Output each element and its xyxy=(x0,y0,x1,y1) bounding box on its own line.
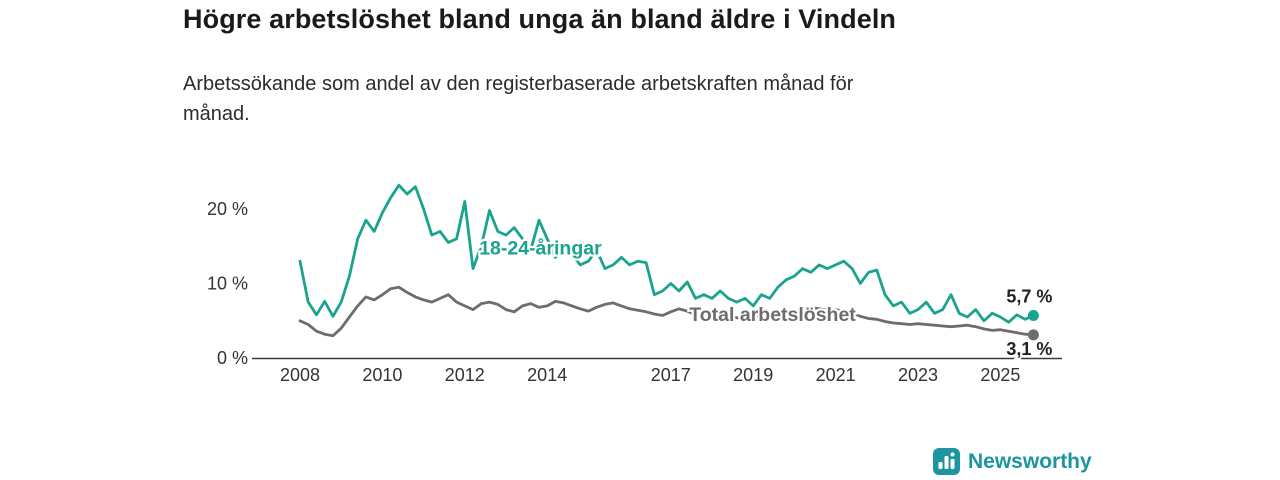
x-tick-label: 2008 xyxy=(280,365,320,385)
x-tick-label: 2021 xyxy=(816,365,856,385)
series-end-value-label: 3,1 % xyxy=(1006,339,1052,359)
newsworthy-logo: Newsworthy xyxy=(933,448,1092,475)
series-end-dot xyxy=(1027,310,1039,321)
x-tick-label: 2023 xyxy=(898,365,938,385)
chart-title: Högre arbetslöshet bland unga än bland ä… xyxy=(183,4,897,34)
series-end-value-label: 5,7 % xyxy=(1006,287,1052,307)
x-tick-label: 2014 xyxy=(527,365,567,385)
series-line-youth xyxy=(298,183,1035,324)
series-end-dot xyxy=(1027,329,1039,341)
x-tick-label: 2010 xyxy=(362,365,402,385)
y-tick-label: 20 % xyxy=(207,199,248,219)
newsworthy-logo-text: Newsworthy xyxy=(968,449,1092,473)
x-tick-label: 2019 xyxy=(733,365,773,385)
x-tick-label: 2025 xyxy=(980,365,1020,385)
y-tick-label: 10 % xyxy=(207,274,248,294)
series-line-total xyxy=(298,285,1035,338)
series-inline-label: 18-24-åringar xyxy=(479,236,602,259)
chart-subtitle: Arbetssökande som andel av den registerb… xyxy=(183,73,854,125)
x-tick-label: 2012 xyxy=(445,365,485,385)
series-inline-label: Total arbetslöshet xyxy=(689,304,856,326)
newsworthy-logo-icon xyxy=(933,448,960,475)
y-tick-label: 0 % xyxy=(217,348,248,368)
x-tick-label: 2017 xyxy=(651,365,691,385)
